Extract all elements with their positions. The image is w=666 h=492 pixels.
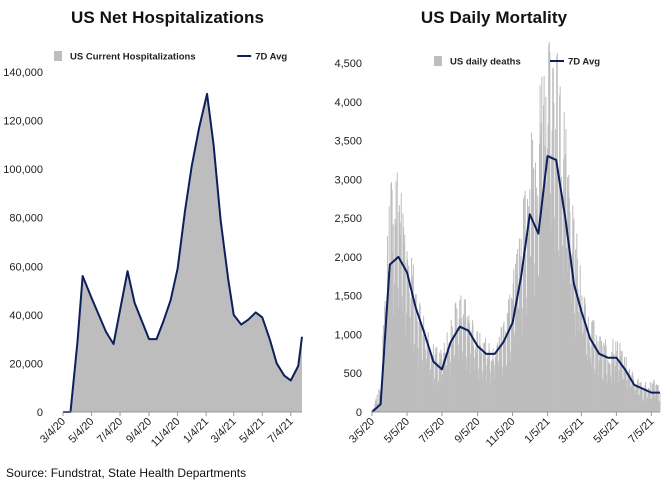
legend-label: US daily deaths (450, 57, 521, 68)
mortality-chart-panel: US Daily Mortality 0 500 1,000 1,500 2,000 2,… (322, 0, 666, 460)
y-tick-label: 2,500 (334, 213, 362, 225)
y-tick-label: 2,000 (334, 252, 362, 264)
avg-line (63, 92, 303, 413)
y-tick-label: 100,000 (3, 164, 43, 176)
x-tick-label: 3/4/21 (209, 416, 239, 446)
x-tick-label: 1/4/21 (181, 416, 211, 446)
area-series (63, 93, 302, 412)
legend-fill-swatch (434, 56, 442, 66)
bar-series (372, 41, 661, 412)
mortality-chart: 0 500 1,000 1,500 2,000 2,500 3,000 3,500 4,000 4… (334, 41, 661, 450)
y-tick-label: 40,000 (9, 310, 43, 322)
x-tick-label: 9/5/20 (453, 416, 483, 446)
x-tick-label: 5/4/21 (237, 416, 267, 446)
legend-fill-swatch (54, 51, 62, 61)
x-tick-label: 7/4/20 (95, 416, 125, 446)
x-tick-label: 7/5/21 (626, 416, 656, 446)
x-tick-label: 7/4/21 (266, 416, 296, 446)
x-tick-label: 5/4/20 (67, 416, 97, 446)
source-note: Source: Fundstrat, State Health Departme… (6, 466, 247, 480)
y-tick-label: 0 (356, 407, 362, 419)
x-tick-label: 11/4/20 (149, 416, 183, 450)
x-tick-label: 3/5/20 (347, 416, 377, 446)
y-tick-label: 3,000 (334, 174, 362, 186)
y-tick-label: 60,000 (9, 261, 43, 273)
x-tick-label: 5/5/20 (382, 416, 412, 446)
x-tick-label: 3/5/21 (556, 416, 586, 446)
x-tick-label: 7/5/20 (417, 416, 447, 446)
y-tick-label: 4,000 (334, 97, 362, 109)
chart-title: US Net Hospitalizations (70, 8, 265, 27)
legend-label: 7D Avg (255, 52, 287, 63)
y-tick-label: 80,000 (9, 213, 43, 225)
y-tick-label: 140,000 (3, 67, 43, 79)
y-tick-label: 500 (344, 368, 362, 380)
y-tick-label: 20,000 (9, 358, 43, 370)
y-tick-label: 120,000 (3, 116, 43, 128)
x-tick-label: 11/5/20 (484, 416, 518, 450)
chart-title: US Daily Mortality (420, 8, 568, 27)
avg-line (371, 155, 660, 413)
legend-label: US Current Hospitalizations (70, 52, 196, 63)
y-tick-label: 1,000 (334, 329, 362, 341)
x-tick-label: 5/5/21 (591, 416, 621, 446)
x-tick-label: 3/4/20 (38, 416, 68, 446)
y-tick-label: 4,500 (334, 58, 362, 70)
y-tick-label: 0 (37, 407, 43, 419)
y-tick-label: 1,500 (334, 291, 362, 303)
legend-label: 7D Avg (568, 57, 600, 68)
x-tick-label: 1/5/21 (523, 416, 553, 446)
hospitalizations-chart: 0 20,000 40,000 60,000 80,000 100,000 120,000 1… (3, 51, 303, 450)
y-tick-label: 3,500 (334, 136, 362, 148)
hospitalizations-chart-panel: US Net Hospitalizations 0 20,000 40,000 60,… (0, 0, 335, 460)
